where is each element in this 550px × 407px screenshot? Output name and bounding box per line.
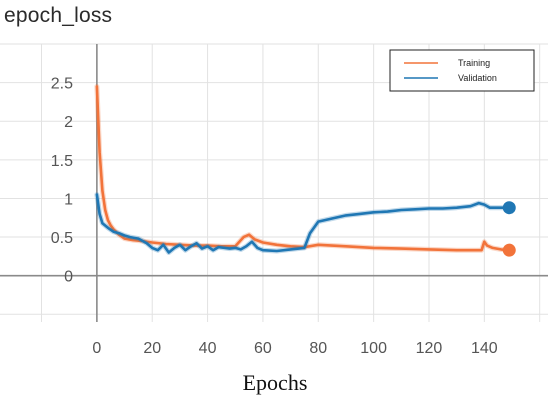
legend-label-validation: Validation — [458, 73, 497, 83]
legend-box — [389, 49, 535, 92]
x-tick-label: 20 — [143, 340, 161, 357]
y-tick-label: 1.5 — [51, 153, 73, 170]
x-tick-label: 140 — [471, 340, 498, 357]
series-end-point-training — [502, 243, 516, 257]
y-tick-label: 0.5 — [51, 230, 73, 247]
x-axis-label: Epochs — [242, 370, 308, 395]
y-tick-label: 2 — [64, 114, 73, 131]
x-tick-label: 40 — [199, 340, 217, 357]
x-tick-label: 120 — [416, 340, 443, 357]
y-tick-label: 2.5 — [51, 76, 73, 93]
series-line-validation — [95, 193, 511, 254]
tick-labels: 0 20 40 60 80 100 120 140 0 0.5 1 1.5 2 2.5 — [51, 76, 498, 357]
series-lines — [94, 84, 516, 257]
x-tick-label: 100 — [360, 340, 387, 357]
x-tick-label: 0 — [92, 340, 101, 357]
y-tick-label: 0 — [64, 269, 73, 286]
series-halo-training — [94, 84, 512, 253]
x-tick-label: 80 — [309, 340, 327, 357]
legend-label-training: Training — [458, 58, 490, 68]
series-line-training — [95, 85, 511, 252]
y-tick-label: 1 — [64, 191, 73, 208]
x-tick-label: 60 — [254, 340, 272, 357]
chart-title: epoch_loss — [4, 4, 113, 27]
legend: Training Validation — [389, 49, 535, 92]
series-end-point-validation — [502, 201, 516, 215]
